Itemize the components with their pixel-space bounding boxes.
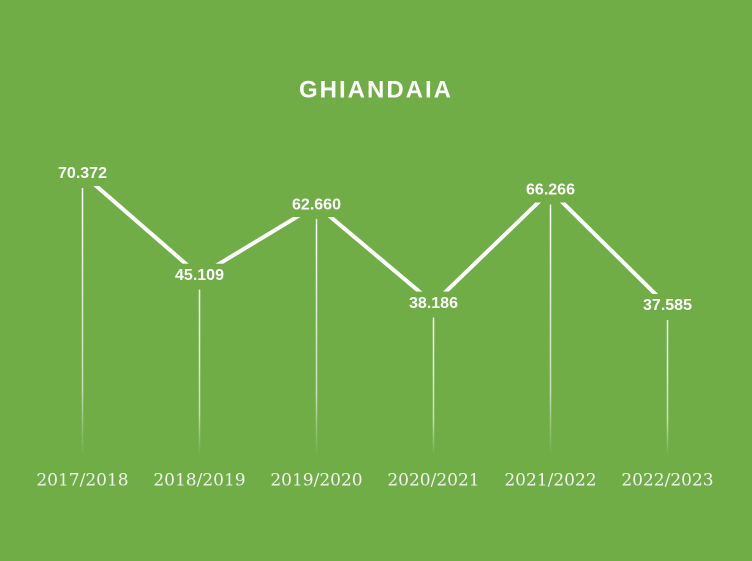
x-tick-label: 2018/2019 <box>153 471 245 491</box>
x-tick-label: 2021/2022 <box>504 471 596 491</box>
data-label: 66.266 <box>526 182 575 199</box>
data-label: 62.660 <box>292 196 341 213</box>
drop-line <box>666 320 669 455</box>
label-background <box>165 263 234 288</box>
data-label: 70.372 <box>58 165 107 182</box>
x-tick-label: 2017/2018 <box>36 471 128 491</box>
data-line <box>81 172 669 308</box>
label-background <box>48 162 117 186</box>
label-background <box>516 178 585 203</box>
drop-line <box>81 188 84 455</box>
data-label: 38.186 <box>409 295 458 312</box>
drop-line <box>198 289 201 455</box>
data-label: 45.109 <box>175 267 224 284</box>
label-background <box>633 294 702 318</box>
x-tick-label: 2019/2020 <box>270 471 362 491</box>
x-tick-label: 2020/2021 <box>387 471 479 491</box>
drop-line <box>432 317 435 455</box>
chart-title: GHIANDAIA <box>299 76 453 103</box>
label-background <box>282 193 351 218</box>
label-background <box>399 291 468 316</box>
x-tick-label: 2022/2023 <box>621 471 713 491</box>
drop-line <box>315 219 318 455</box>
data-label: 37.585 <box>643 297 692 314</box>
drop-line <box>549 204 552 455</box>
